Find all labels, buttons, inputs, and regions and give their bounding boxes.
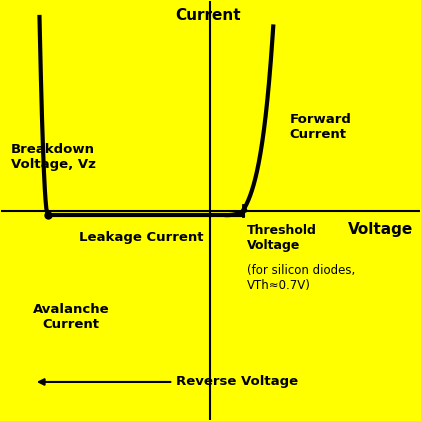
- Text: Threshold
Voltage: Threshold Voltage: [247, 224, 317, 253]
- Text: Avalanche
Current: Avalanche Current: [33, 304, 109, 331]
- Text: (for silicon diodes,
VTh≈0.7V): (for silicon diodes, VTh≈0.7V): [247, 264, 355, 292]
- Text: Leakage Current: Leakage Current: [79, 232, 203, 245]
- Text: Current: Current: [176, 8, 241, 23]
- Text: Reverse Voltage: Reverse Voltage: [176, 376, 298, 389]
- Text: Forward
Current: Forward Current: [290, 113, 352, 141]
- Text: Breakdown
Voltage, Vz: Breakdown Voltage, Vz: [11, 143, 96, 171]
- Text: Voltage: Voltage: [348, 222, 413, 237]
